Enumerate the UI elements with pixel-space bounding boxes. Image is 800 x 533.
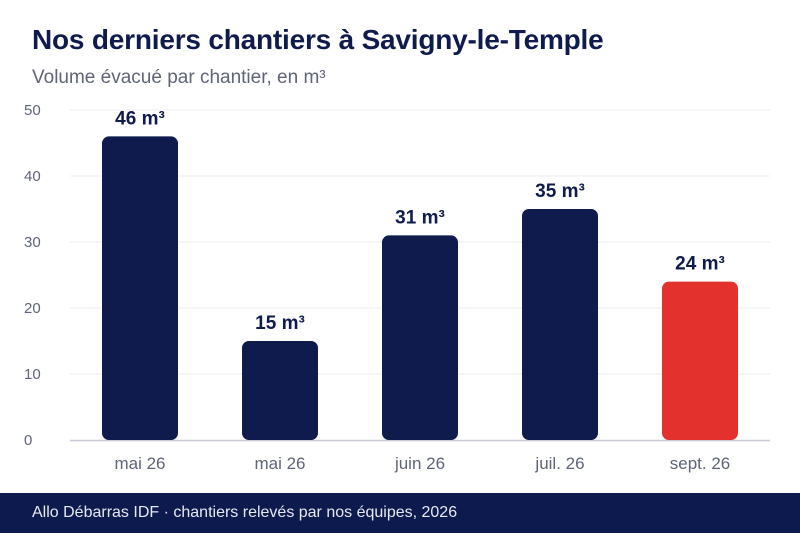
y-tick-label: 50 (24, 102, 41, 119)
x-tick-label: mai 26 (254, 454, 305, 473)
y-tick-label: 20 (24, 300, 41, 317)
data-label: 24 m³ (675, 254, 725, 275)
bar (662, 281, 738, 440)
bar-chart: 0 10 20 30 40 50 46 m³ mai 26 15 m³ mai 26 31 m³ ju… (24, 102, 770, 473)
x-tick-label: juil. 26 (534, 454, 584, 473)
chart-subtitle: Volume évacué par chantier, en m³ (32, 67, 326, 88)
chart-title: Nos derniers chantiers à Savigny-le-Temp… (32, 24, 604, 55)
x-tick-label: sept. 26 (670, 454, 731, 473)
x-tick-label: juin 26 (394, 454, 445, 473)
footer-bar: Allo Débarras IDF · chantiers relevés pa… (0, 493, 800, 533)
data-label: 15 m³ (255, 313, 305, 334)
bar (102, 136, 178, 440)
data-label: 31 m³ (395, 207, 445, 228)
bar (522, 209, 598, 440)
bar (382, 235, 458, 440)
y-tick-label: 10 (24, 366, 41, 383)
x-tick-label: mai 26 (114, 454, 165, 473)
y-tick-label: 30 (24, 234, 41, 251)
bar (242, 341, 318, 440)
data-label: 46 m³ (115, 108, 165, 129)
y-tick-label: 0 (24, 432, 32, 449)
source-note: Allo Débarras IDF · chantiers relevés pa… (32, 504, 458, 521)
y-tick-label: 40 (24, 168, 41, 185)
data-label: 35 m³ (535, 181, 585, 202)
